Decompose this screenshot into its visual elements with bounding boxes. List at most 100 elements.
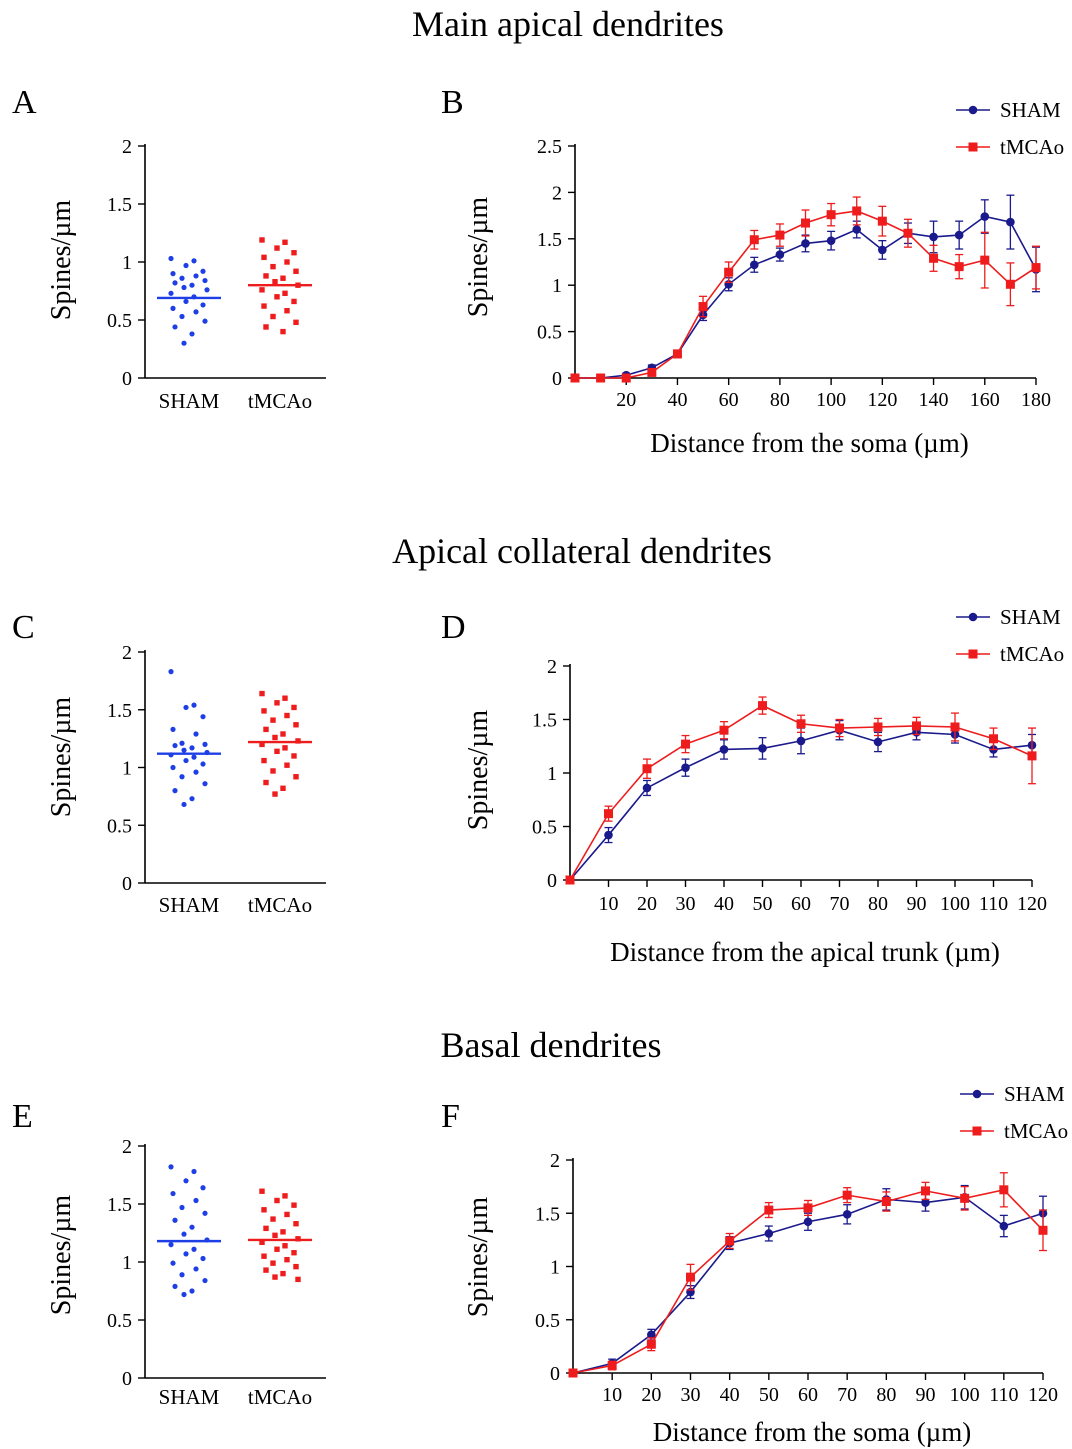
marker-sham bbox=[999, 1221, 1009, 1231]
data-point-tmcao bbox=[274, 748, 280, 755]
marker-tmcao bbox=[950, 722, 960, 732]
data-point-sham bbox=[179, 275, 185, 281]
data-point-tmcao bbox=[259, 690, 265, 697]
marker-sham bbox=[681, 763, 690, 772]
marker-sham bbox=[803, 1217, 813, 1227]
data-point-sham bbox=[181, 1231, 187, 1237]
line-panel-d: 0 0.5 1 1.5 2 10 20 30 40 50 60 70 80 90 100 110 120 Spin… bbox=[463, 605, 1064, 967]
data-point-sham bbox=[200, 302, 206, 308]
data-point-tmcao bbox=[282, 239, 288, 245]
data-point-sham bbox=[183, 757, 189, 764]
data-point-tmcao bbox=[272, 1232, 278, 1239]
legend-label-tmcao: tMCAo bbox=[1004, 1119, 1068, 1143]
data-point-sham bbox=[168, 290, 174, 296]
data-point-sham bbox=[200, 761, 206, 767]
line-panel-f: 0 0.5 1 1.5 2 10 20 30 40 50 60 70 80 90 100 110 120 Spin… bbox=[463, 1082, 1068, 1447]
data-point-tmcao bbox=[272, 791, 278, 797]
y-axis-label: Spines/µm bbox=[463, 197, 494, 318]
y-tick-label: 2 bbox=[122, 136, 132, 158]
data-point-tmcao bbox=[293, 722, 299, 728]
x-tick-label: 90 bbox=[907, 893, 927, 915]
data-point-sham bbox=[202, 741, 208, 748]
y-tick-label: 1 bbox=[547, 763, 557, 785]
section-title-main-apical: Main apical dendrites bbox=[412, 4, 724, 44]
data-point-tmcao bbox=[263, 273, 269, 279]
data-point-sham bbox=[183, 298, 189, 305]
data-point-sham bbox=[193, 273, 199, 279]
data-point-sham bbox=[183, 262, 189, 269]
data-point-tmcao bbox=[293, 1263, 299, 1270]
data-point-tmcao bbox=[259, 1188, 265, 1194]
data-point-tmcao bbox=[270, 263, 276, 270]
data-point-tmcao bbox=[280, 731, 286, 737]
data-point-tmcao bbox=[284, 259, 290, 265]
marker-tmcao bbox=[903, 228, 913, 238]
x-tick-label: 40 bbox=[667, 389, 687, 411]
x-tick-label: 80 bbox=[876, 1384, 896, 1406]
marker-tmcao bbox=[719, 725, 729, 735]
x-tick-label: 120 bbox=[1017, 893, 1047, 915]
y-axis-label: Spines/µm bbox=[46, 1195, 77, 1316]
data-point-sham bbox=[181, 801, 187, 808]
data-point-tmcao bbox=[280, 328, 286, 335]
data-point-tmcao bbox=[284, 762, 290, 768]
data-point-tmcao bbox=[272, 734, 278, 741]
x-tick-label: 70 bbox=[830, 893, 850, 915]
data-point-tmcao bbox=[261, 708, 267, 714]
marker-sham bbox=[852, 225, 862, 234]
data-point-sham bbox=[193, 1266, 199, 1272]
marker-sham bbox=[796, 736, 806, 746]
panel-letter-f: F bbox=[441, 1098, 460, 1135]
category-label: tMCAo bbox=[248, 1385, 312, 1409]
marker-sham bbox=[749, 260, 759, 270]
data-point-tmcao bbox=[274, 245, 280, 251]
data-point-sham bbox=[181, 1291, 187, 1298]
data-point-sham bbox=[193, 309, 199, 315]
marker-tmcao bbox=[835, 723, 844, 733]
x-tick-label: 10 bbox=[602, 1384, 622, 1406]
data-point-tmcao bbox=[280, 1270, 286, 1277]
data-point-sham bbox=[189, 282, 195, 288]
marker-sham bbox=[764, 1229, 774, 1238]
marker-sham bbox=[647, 1330, 656, 1339]
x-tick-label: 50 bbox=[753, 893, 773, 915]
marker-tmcao bbox=[775, 230, 785, 240]
data-point-sham bbox=[172, 324, 178, 330]
data-point-tmcao bbox=[280, 1229, 286, 1235]
x-tick-label: 100 bbox=[950, 1384, 980, 1406]
marker-tmcao bbox=[999, 1185, 1009, 1195]
y-tick-label: 2 bbox=[547, 656, 557, 678]
marker-tmcao bbox=[803, 1203, 813, 1213]
data-point-sham bbox=[191, 702, 197, 708]
data-point-tmcao bbox=[263, 726, 269, 733]
data-point-tmcao bbox=[261, 303, 267, 309]
data-point-tmcao bbox=[270, 1260, 276, 1266]
data-point-sham bbox=[170, 1260, 176, 1266]
data-point-sham bbox=[170, 305, 176, 311]
data-point-sham bbox=[170, 271, 176, 277]
data-point-tmcao bbox=[259, 287, 265, 293]
legend-label-tmcao: tMCAo bbox=[1000, 642, 1064, 666]
marker-tmcao bbox=[960, 1193, 970, 1203]
x-tick-label: 60 bbox=[791, 893, 811, 915]
x-tick-label: 100 bbox=[816, 389, 846, 411]
data-point-sham bbox=[179, 1204, 185, 1211]
y-axis-label: Spines/µm bbox=[46, 200, 77, 321]
data-point-tmcao bbox=[272, 279, 278, 285]
data-point-tmcao bbox=[274, 700, 280, 706]
data-point-sham bbox=[170, 1190, 176, 1197]
x-tick-label: 90 bbox=[916, 1384, 936, 1406]
y-tick-label: 1.5 bbox=[107, 194, 132, 216]
data-point-sham bbox=[170, 764, 176, 771]
x-tick-label: 10 bbox=[599, 893, 619, 915]
marker-tmcao bbox=[1005, 279, 1015, 289]
data-point-tmcao bbox=[282, 1193, 288, 1199]
data-point-tmcao bbox=[282, 1243, 288, 1249]
data-point-tmcao bbox=[263, 779, 269, 786]
x-axis-label: Distance from the soma (µm) bbox=[653, 1417, 971, 1447]
data-point-tmcao bbox=[291, 298, 297, 305]
x-tick-label: 100 bbox=[940, 893, 970, 915]
data-point-sham bbox=[202, 1277, 208, 1284]
x-tick-label: 80 bbox=[868, 893, 888, 915]
marker-tmcao bbox=[672, 349, 682, 359]
